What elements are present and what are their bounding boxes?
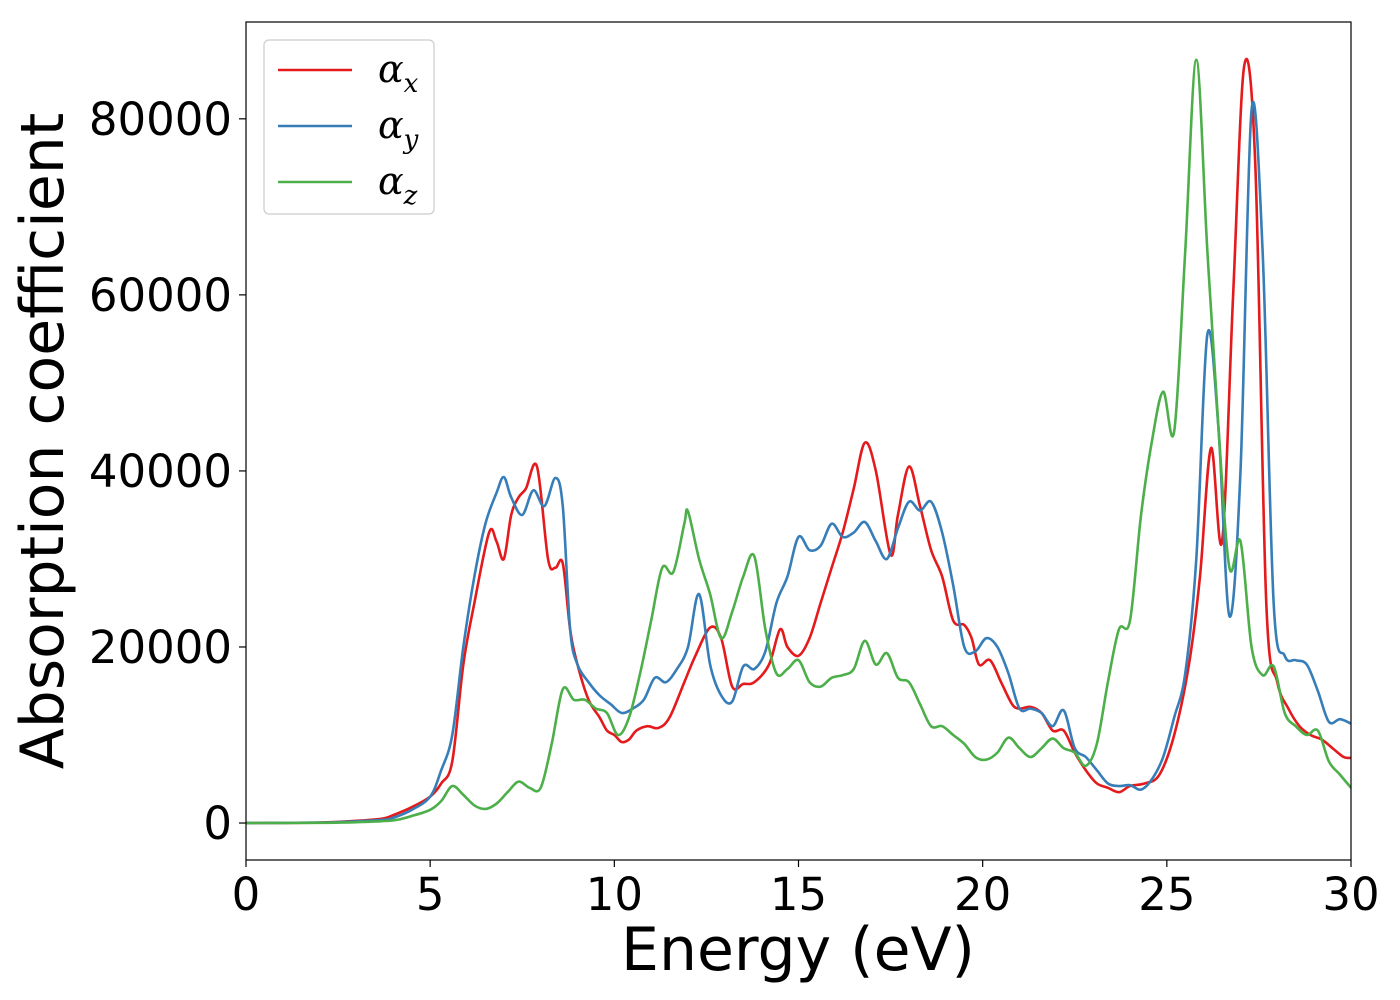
y-tick-label: 80000 <box>89 93 232 146</box>
x-tick-label: 10 <box>586 868 643 921</box>
y-tick-label: 60000 <box>89 269 232 322</box>
x-tick-label: 5 <box>416 868 445 921</box>
x-tick-label: 20 <box>954 868 1011 921</box>
y-tick-label: 20000 <box>89 621 232 674</box>
x-axis-label: Energy (eV) <box>621 915 975 985</box>
series-line-x <box>246 57 1351 825</box>
legend-label-x: αx <box>378 47 419 99</box>
y-tick-label: 0 <box>203 797 232 850</box>
x-tick-label: 30 <box>1322 868 1379 921</box>
series-line-z <box>246 58 1351 825</box>
y-axis-label: Absorption coefficient <box>8 113 78 770</box>
legend-label-y: αy <box>378 103 419 155</box>
y-axis-ticks: 0 20000 40000 60000 80000 <box>89 93 246 850</box>
series-layer <box>246 57 1351 825</box>
y-tick-label: 40000 <box>89 445 232 498</box>
x-tick-label: 25 <box>1138 868 1195 921</box>
x-tick-label: 0 <box>232 868 261 921</box>
x-tick-label: 15 <box>770 868 827 921</box>
x-axis-ticks: 0 5 10 15 20 25 30 <box>232 860 1380 921</box>
legend-label-z: αz <box>378 159 418 211</box>
